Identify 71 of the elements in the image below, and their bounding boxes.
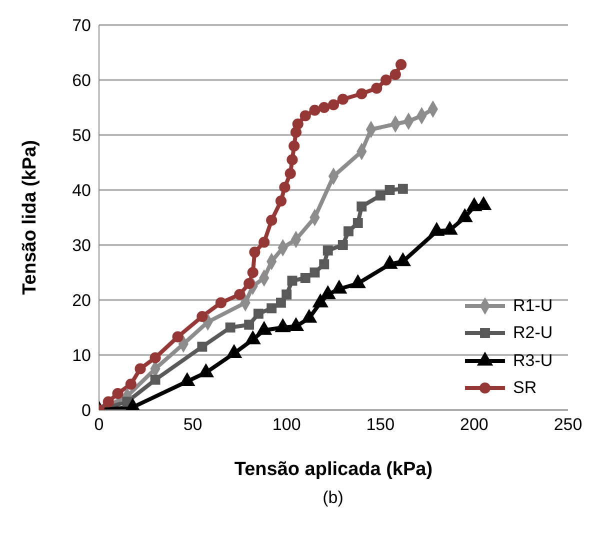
point: [266, 214, 278, 226]
legend-label: R3-U: [513, 350, 553, 371]
point: [150, 352, 161, 364]
point: [234, 288, 246, 300]
point: [288, 140, 300, 152]
point: [225, 322, 236, 332]
x-tick-label: 100: [272, 415, 301, 434]
x-axis-title: Tensão aplicada (kPa): [234, 459, 433, 480]
y-tick-label: 50: [72, 126, 91, 146]
point: [356, 202, 367, 212]
point: [253, 308, 264, 319]
point: [300, 273, 310, 283]
text: (b): [322, 488, 344, 508]
x-tick-label: 200: [460, 415, 488, 434]
point: [398, 184, 408, 194]
y-tick-label: 70: [72, 16, 91, 36]
point: [266, 303, 277, 314]
point: [276, 298, 286, 308]
point: [292, 118, 304, 130]
point: [258, 236, 270, 248]
point: [172, 331, 184, 342]
y-tick-label: 0: [82, 401, 91, 420]
point: [300, 110, 311, 122]
point: [375, 190, 386, 200]
legend-label: R1-U: [513, 296, 553, 316]
point: [197, 342, 208, 352]
point: [275, 195, 287, 207]
x-tick-label: 0: [94, 415, 104, 434]
point: [150, 374, 160, 385]
point: [395, 59, 407, 70]
point: [286, 154, 298, 166]
y-tick-label: 60: [72, 71, 91, 90]
point: [287, 276, 298, 286]
point: [247, 266, 258, 278]
x-tick-label: 50: [183, 415, 202, 434]
point: [380, 74, 392, 86]
y-tick-label: 10: [72, 346, 91, 366]
point: [244, 278, 255, 290]
point: [337, 94, 348, 105]
point: [112, 388, 124, 400]
point: [102, 396, 114, 408]
point: [322, 246, 333, 256]
point: [125, 378, 136, 390]
point: [134, 363, 146, 374]
x-tick-label: 150: [366, 415, 395, 434]
point: [196, 310, 208, 322]
point: [249, 246, 260, 258]
point: [310, 268, 320, 278]
point: [318, 102, 330, 114]
point: [319, 259, 330, 270]
y-tick-label: 40: [72, 181, 91, 200]
y-tick-label: 20: [72, 291, 91, 310]
point: [371, 82, 382, 94]
point: [344, 226, 354, 236]
point: [309, 104, 320, 116]
point: [328, 99, 340, 110]
point: [279, 182, 290, 193]
legend-label: SR: [513, 378, 537, 398]
y-axis-title: Tensão lida (kPa): [20, 140, 41, 295]
x-tick-label: 250: [554, 415, 582, 434]
y-tick-label: 30: [72, 236, 91, 256]
point: [390, 68, 401, 80]
point: [338, 240, 348, 250]
point: [284, 168, 296, 180]
legend-label: R2-U: [513, 323, 553, 344]
point: [384, 185, 395, 195]
point: [356, 88, 368, 100]
point: [352, 218, 363, 228]
point: [282, 290, 292, 300]
point: [215, 297, 226, 308]
point: [244, 320, 254, 330]
